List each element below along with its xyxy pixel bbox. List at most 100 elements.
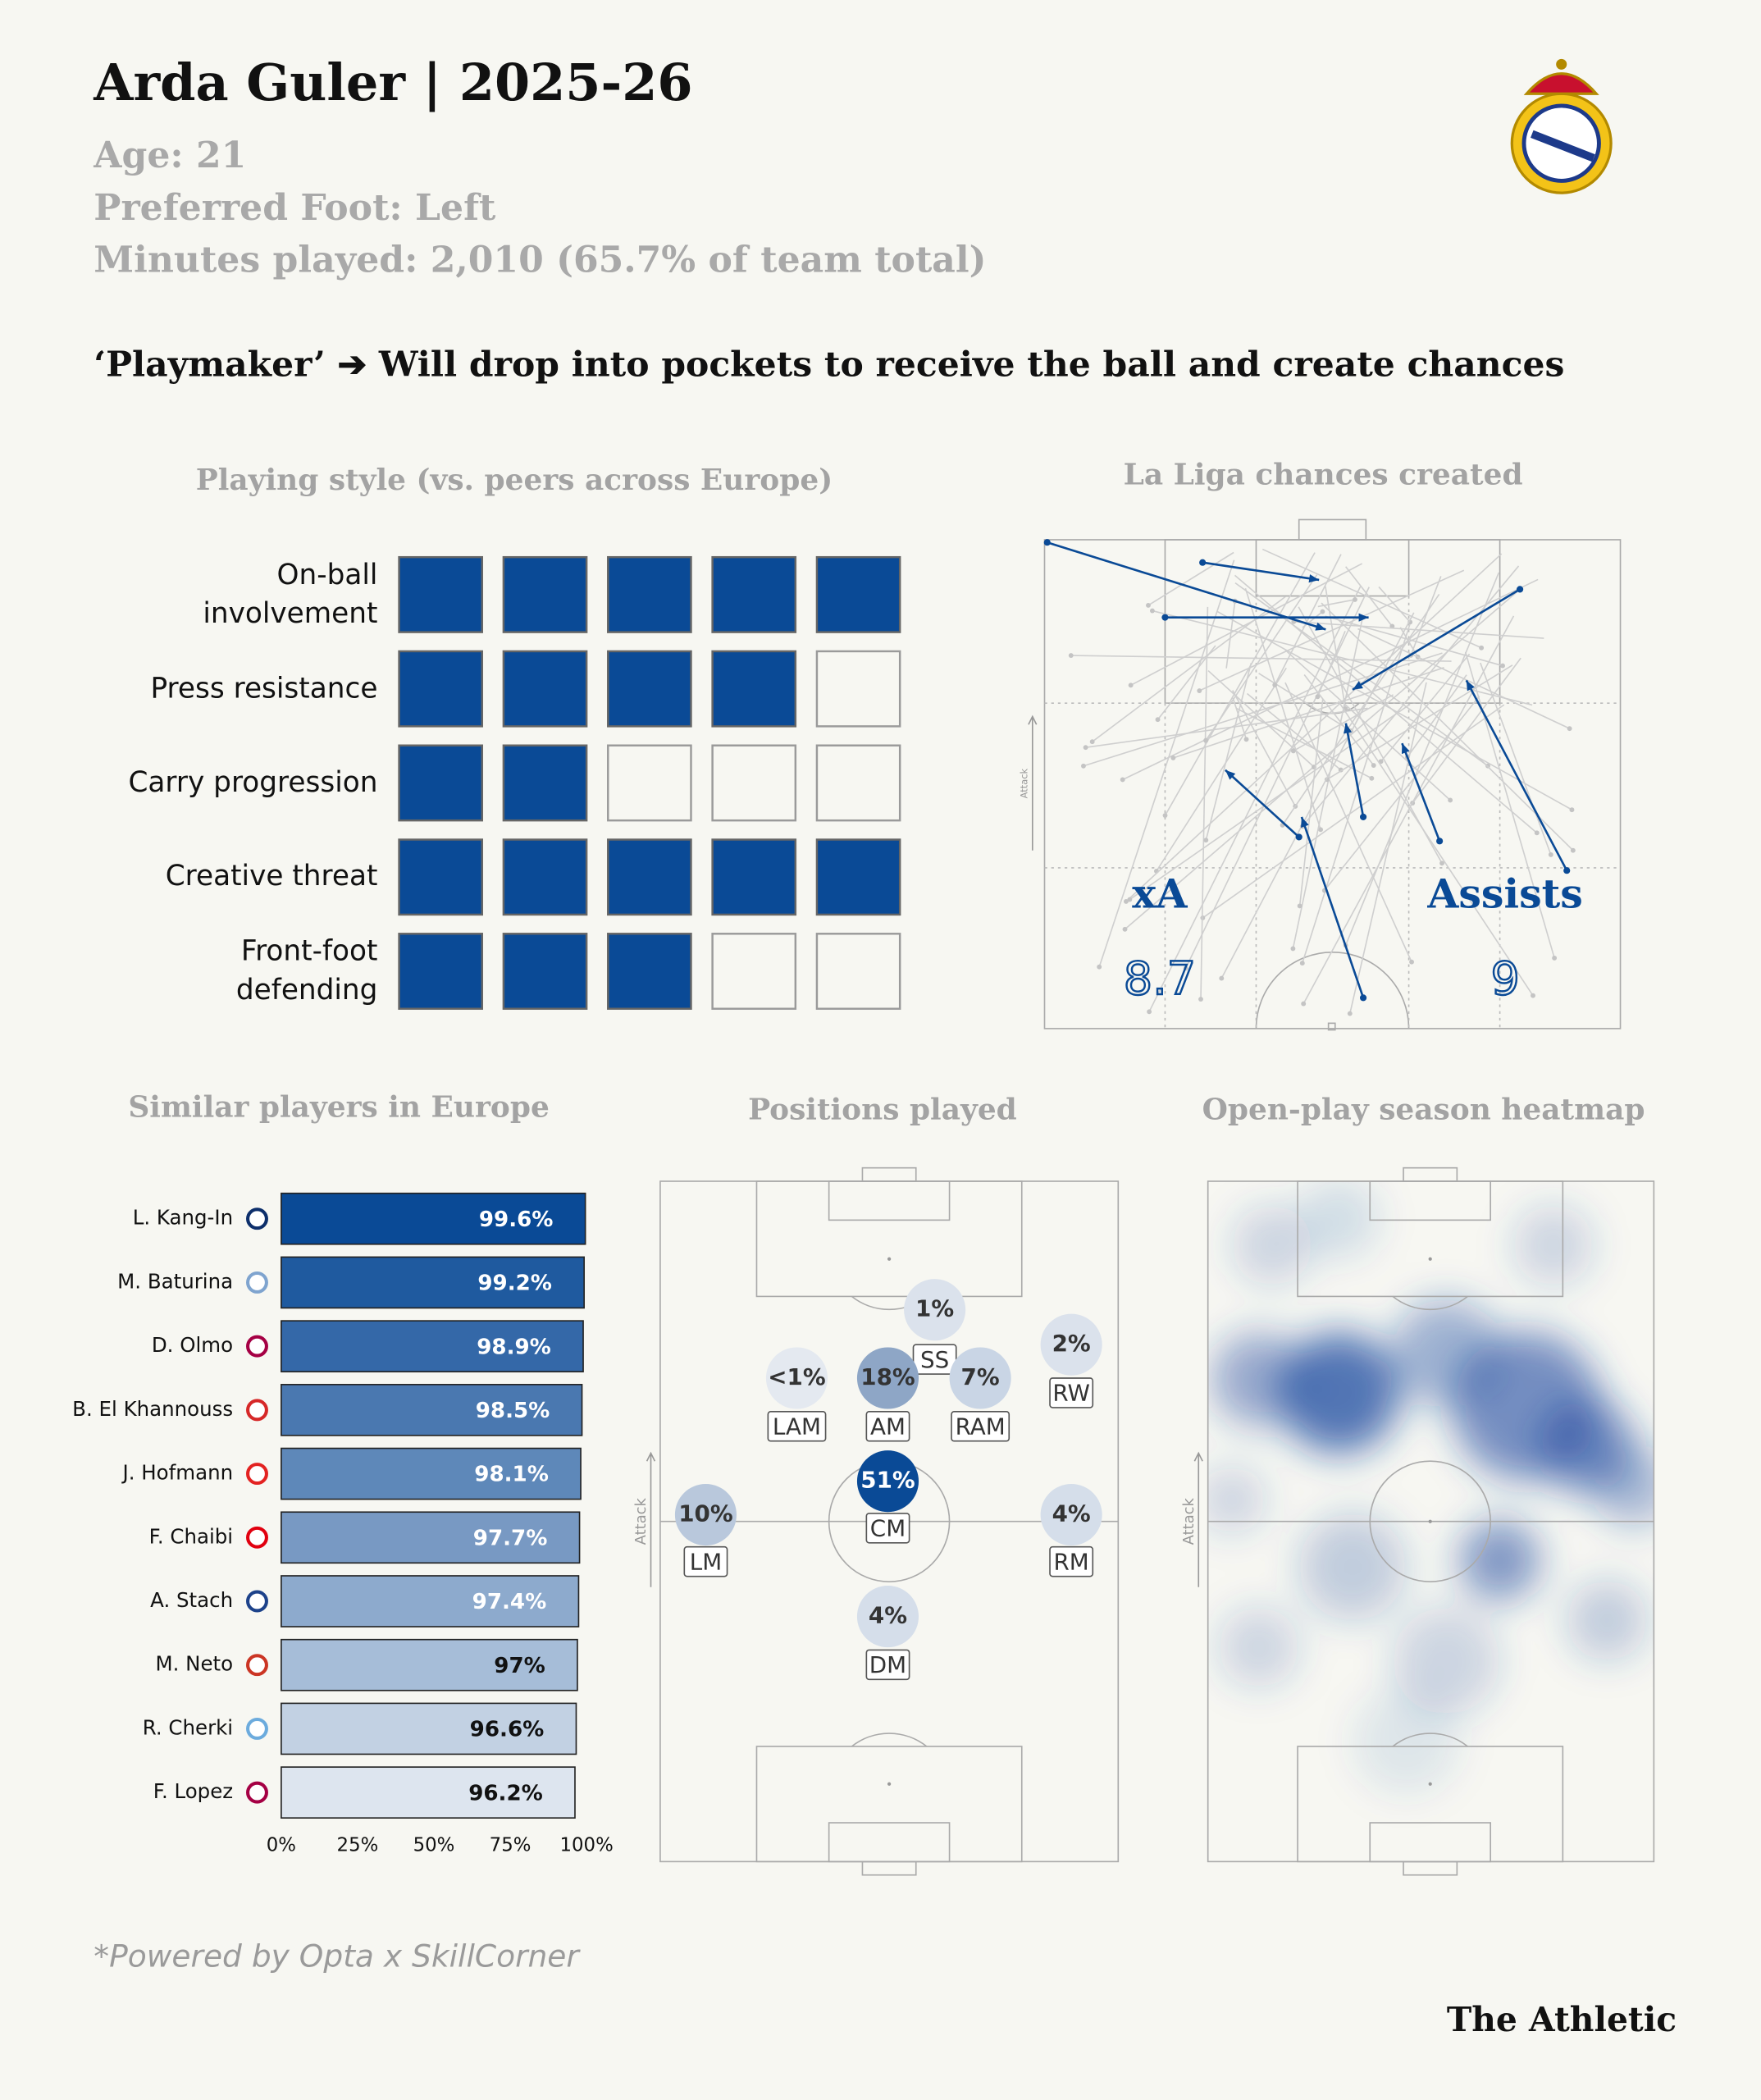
- heat-blob: [1232, 1205, 1313, 1286]
- chance-line: [1302, 624, 1411, 964]
- bar: [281, 1638, 578, 1691]
- value-label: 99.6%: [479, 1208, 554, 1232]
- assist-origin: [1043, 539, 1051, 546]
- position-label: DM: [869, 1651, 906, 1678]
- bar: [281, 1702, 577, 1755]
- chance-line: [1303, 615, 1515, 1004]
- chance-origin: [1347, 1011, 1353, 1016]
- chance-origin: [1122, 926, 1128, 932]
- x-tick-label: 100%: [559, 1834, 613, 1856]
- position-tag: [683, 1545, 728, 1577]
- chance-origin: [1369, 775, 1375, 781]
- bar: [281, 1256, 585, 1309]
- assist-line: [1465, 679, 1568, 871]
- position-share: <1%: [768, 1363, 825, 1390]
- chance-line: [1344, 572, 1500, 946]
- club-icon: [246, 1463, 268, 1486]
- assist-head: [1308, 574, 1320, 583]
- style-label: Creative threat: [166, 861, 378, 892]
- assist-head: [1466, 680, 1475, 692]
- heatmap: [1207, 1181, 1654, 1795]
- style-box-empty: [815, 933, 901, 1010]
- chance-origin: [1409, 959, 1414, 965]
- style-box-filled: [502, 650, 588, 728]
- chance-origin: [1146, 602, 1151, 608]
- assist-head: [1225, 769, 1236, 780]
- chance-origin: [1120, 777, 1125, 783]
- chance-origin: [1531, 993, 1535, 998]
- style-box-filled: [815, 555, 901, 633]
- chance-origin: [1552, 955, 1558, 961]
- style-box-filled: [398, 650, 484, 728]
- position-tag: [1049, 1377, 1094, 1408]
- chance-line: [1232, 690, 1296, 807]
- position-label: CM: [870, 1514, 906, 1541]
- chance-origin: [1353, 597, 1357, 602]
- chance-origin: [1569, 807, 1575, 813]
- chance-line: [1157, 645, 1216, 720]
- assist-head: [1315, 622, 1326, 631]
- chance-origin: [1097, 964, 1102, 970]
- assist-origin: [1359, 994, 1367, 1002]
- chance-origin: [1320, 609, 1325, 614]
- chance-line: [1129, 703, 1411, 901]
- chance-line: [1480, 662, 1552, 856]
- player-name: B. El Khannouss: [72, 1397, 233, 1421]
- heatmap-title: Open-play season heatmap: [1202, 1093, 1645, 1127]
- chance-line: [1412, 657, 1521, 804]
- style-box-filled: [502, 838, 588, 916]
- style-label: On-ball involvement: [203, 558, 378, 630]
- player-name: M. Baturina: [117, 1269, 233, 1293]
- position-label: AM: [870, 1413, 906, 1440]
- chance-origin: [1123, 899, 1129, 904]
- chance-line: [1380, 653, 1471, 762]
- heat-blob: [1211, 1332, 1306, 1427]
- chance-line: [1325, 586, 1347, 710]
- pitch-line: [1369, 1460, 1491, 1582]
- assist-origin: [1436, 838, 1444, 845]
- chance-origin: [1301, 1001, 1307, 1007]
- heat-blobs: [1207, 1181, 1654, 1795]
- chance-origin: [1479, 645, 1485, 651]
- player-name: D. Olmo: [152, 1333, 233, 1357]
- chance-origin: [1183, 966, 1188, 971]
- chance-line: [1092, 596, 1286, 742]
- position-circle: [949, 1347, 1011, 1409]
- pitch-spot: [1428, 1782, 1432, 1786]
- heat-blob: [1567, 1580, 1648, 1661]
- chance-line: [1284, 649, 1451, 801]
- positions: 1% SS <1% LAM 18% AM 7% RAM 2% RW 51% CM 10% LM 4% RM 4%…: [674, 1279, 1102, 1681]
- footnote: *Powered by Opta x SkillCorner: [94, 1938, 581, 1974]
- assist-line: [1344, 723, 1365, 818]
- style-label: Carry progression: [128, 766, 377, 798]
- x-tick-label: 25%: [337, 1834, 379, 1856]
- chance-origin: [1290, 748, 1296, 754]
- bar: [281, 1447, 582, 1500]
- pitch-spot: [1428, 1519, 1432, 1523]
- chance-origin: [1500, 663, 1505, 669]
- club-icon: [246, 1335, 268, 1358]
- pitch-line: [1403, 1166, 1458, 1182]
- assist-line: [1401, 742, 1441, 842]
- bar: [281, 1511, 581, 1564]
- position-circle: [856, 1586, 919, 1648]
- assist-origin: [1563, 867, 1571, 874]
- brand: The Athletic: [1447, 2000, 1677, 2039]
- heat-blob: [1353, 1687, 1460, 1795]
- chance-origin: [1567, 726, 1572, 732]
- chance-line: [1345, 566, 1393, 627]
- chance-line: [1298, 698, 1324, 906]
- player-name: L. Kang-In: [133, 1206, 233, 1230]
- heat-blob: [1218, 1607, 1299, 1688]
- style-box-empty: [815, 650, 901, 728]
- position-share: 4%: [1052, 1500, 1091, 1527]
- chance-origin: [1149, 608, 1155, 614]
- pitch-line: [1403, 1860, 1458, 1876]
- assist-line: [1300, 816, 1365, 998]
- position-tag: [951, 1411, 1011, 1442]
- similar-players: L. Kang-In 99.6% M. Baturina 99.2% D. Olmo 98…: [72, 1192, 614, 1856]
- assist-head: [1401, 743, 1410, 755]
- position-tag: [865, 1513, 910, 1544]
- club-icon: [246, 1526, 268, 1549]
- chance-line: [1098, 559, 1235, 967]
